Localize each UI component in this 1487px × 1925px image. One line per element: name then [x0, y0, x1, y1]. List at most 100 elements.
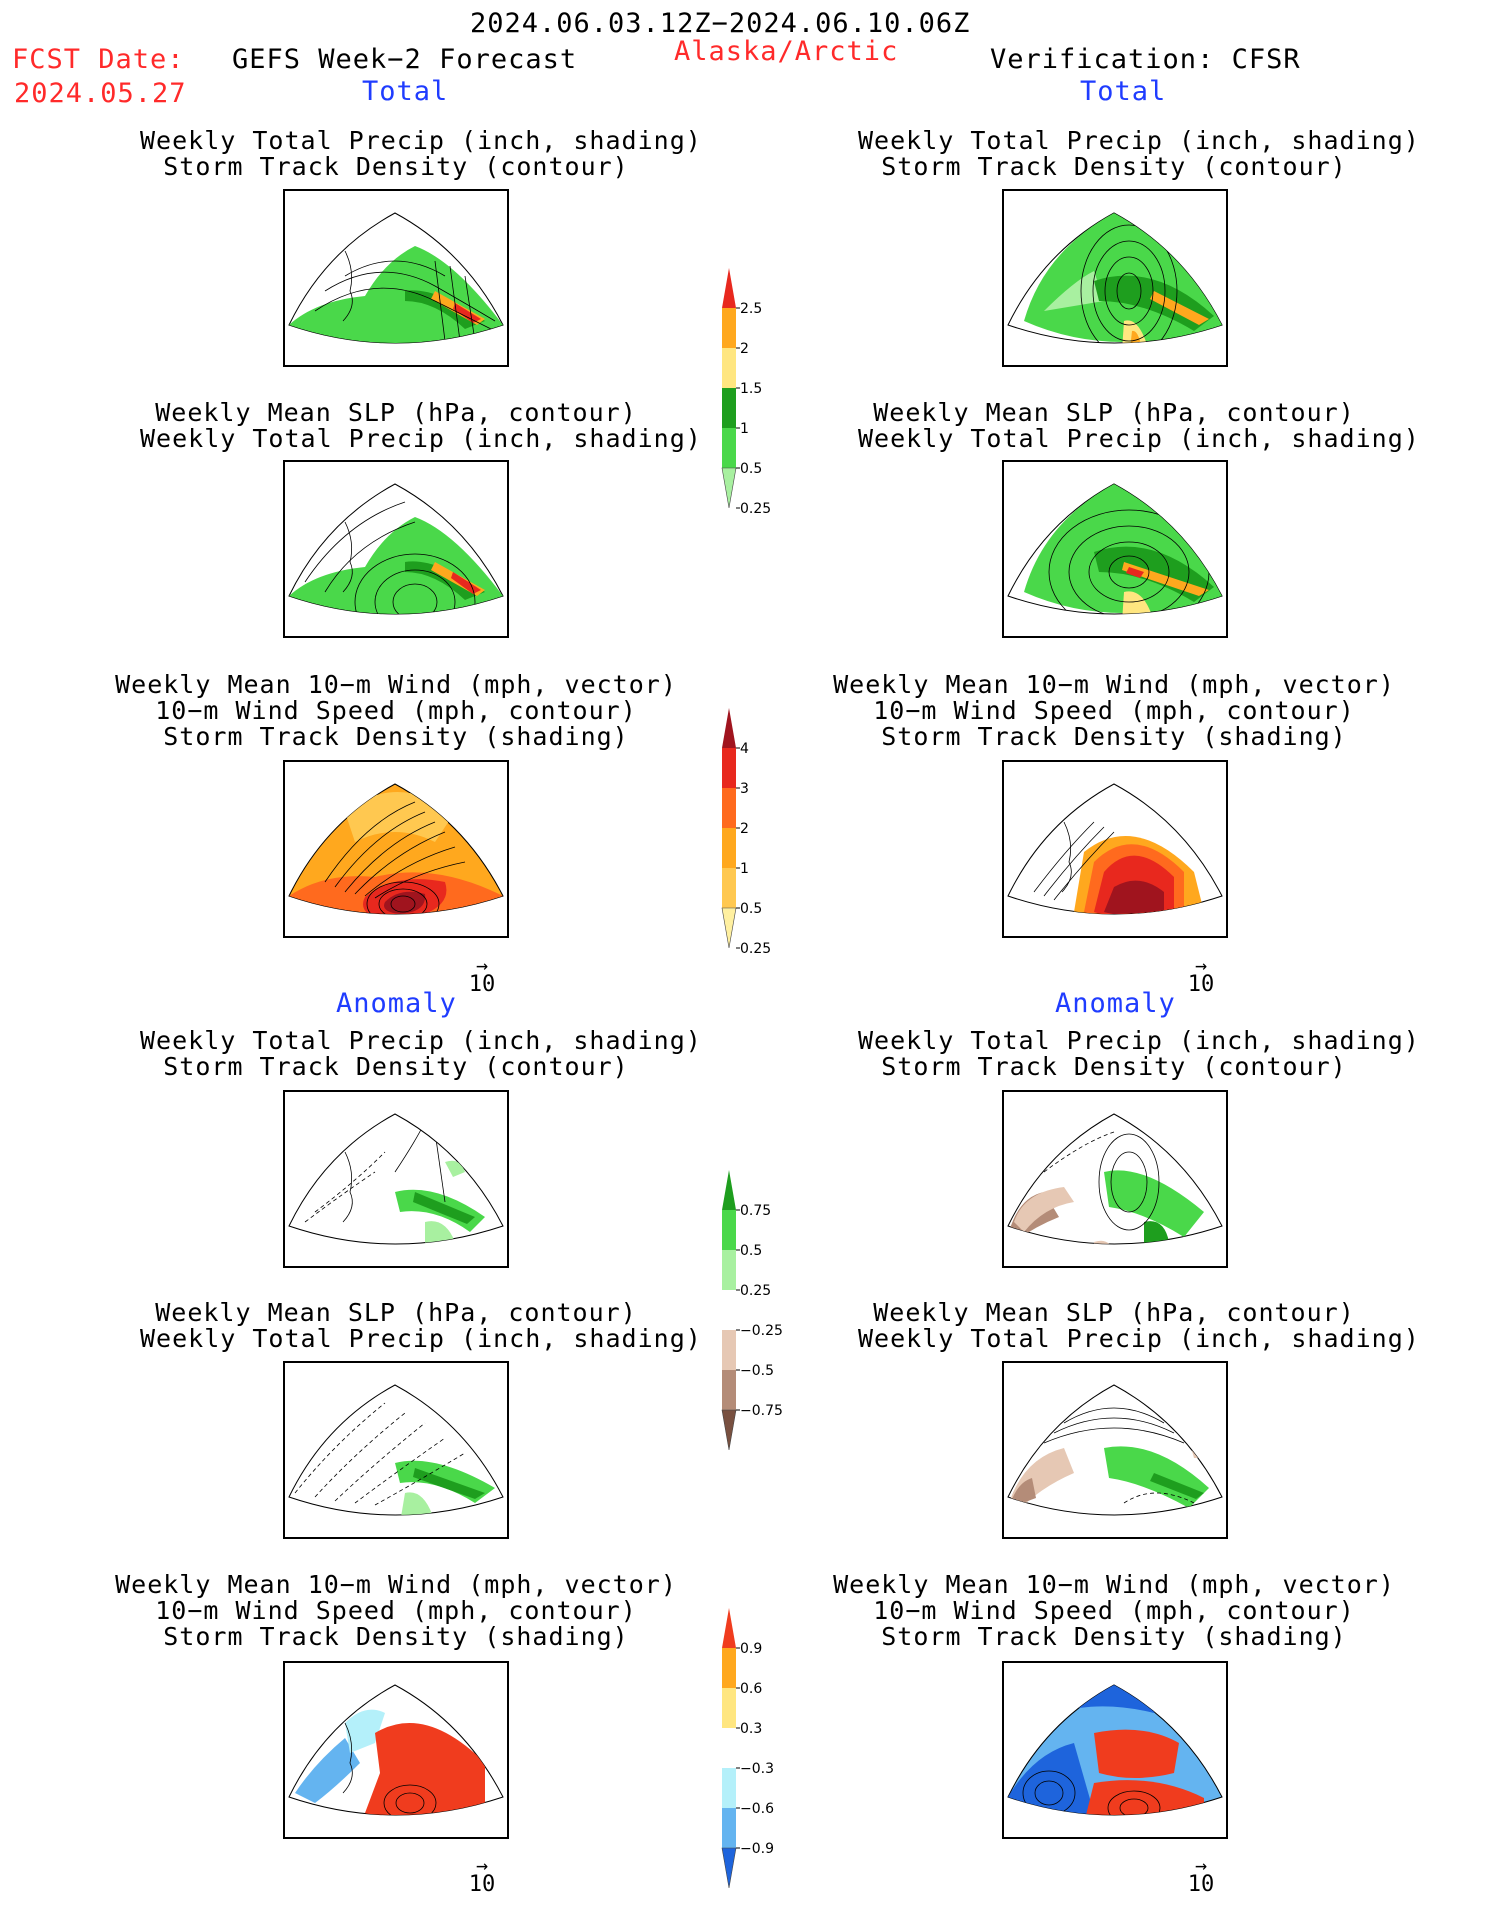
panel-title-line: Storm Track Density (contour) [881, 152, 1347, 181]
period-title: 2024.06.03.12Z−2024.06.10.06Z [470, 8, 971, 39]
fcst-date-label: FCST Date: [12, 44, 185, 75]
panel-title-r2: Weekly Mean SLP (hPa, contour) Weekly To… [858, 398, 1419, 452]
panel-title-line: Storm Track Density (shading) [163, 1622, 629, 1651]
panel-title-line: Weekly Mean SLP (hPa, contour) [873, 1298, 1355, 1327]
panel-title-line: Storm Track Density (contour) [881, 1052, 1347, 1081]
colorbar-swatch [722, 1728, 736, 1768]
colorbar-label: 0.5 [740, 461, 762, 477]
panel-title-l2: Weekly Mean SLP (hPa, contour) Weekly To… [140, 398, 702, 453]
panel-title-line: Weekly Mean 10−m Wind (mph, vector) [115, 1570, 677, 1599]
colorbar-label: 1 [740, 421, 749, 437]
panel-title-r1: Weekly Total Precip (inch, shading) Stor… [858, 126, 1420, 181]
colorbar-swatch [722, 1250, 736, 1290]
vector-ref-value: 10 [1187, 972, 1215, 997]
panel-title-line: 10−m Wind Speed (mph, contour) [873, 1596, 1355, 1625]
map-anom-wind-storm-verif [1002, 1661, 1228, 1839]
colorbar-swatch [722, 1290, 736, 1330]
region-title: Alaska/Arctic [674, 36, 899, 67]
colorbar-label: 3 [740, 781, 749, 797]
panel-title-line: Storm Track Density (contour) [163, 1052, 629, 1081]
map-anom-slp-precip-verif [1002, 1361, 1228, 1539]
colorbar-swatch [721, 1847, 737, 1889]
vector-ref-l1: → 10 [462, 955, 502, 997]
panel-title-r4: Weekly Total Precip (inch, shading) Stor… [858, 1026, 1420, 1081]
panel-title-r3: Weekly Mean 10−m Wind (mph, vector) 10−m… [818, 672, 1410, 750]
vector-ref-arrow: → [1194, 953, 1208, 977]
colorbar-swatch [722, 828, 736, 868]
panel-title-l5: Weekly Mean SLP (hPa, contour) Weekly To… [140, 1298, 702, 1353]
verification-title: Verification: CFSR [990, 44, 1301, 75]
map-total-precip-storm-verif [1002, 189, 1228, 367]
colorbar-swatch [722, 788, 736, 828]
colorbar-swatch [722, 1768, 736, 1808]
panel-title-line: Weekly Mean 10−m Wind (mph, vector) [833, 670, 1395, 699]
panel-title-line: Weekly Total Precip (inch, shading) [140, 424, 702, 453]
colorbar-label: 0.9 [740, 1641, 762, 1657]
vector-ref-r1: → 10 [1181, 953, 1221, 997]
colorbar-swatch [722, 868, 736, 908]
colorbar-swatch [721, 907, 737, 949]
panel-title-line: Storm Track Density (shading) [881, 1622, 1347, 1651]
colorbar-label: −0.9 [740, 1841, 774, 1857]
colorbar-swatch [722, 1170, 736, 1210]
panel-title-line: Weekly Total Precip (inch, shading) [140, 126, 702, 155]
colorbar-anom-precip: 0.75 0.5 0.25 −0.25 −0.5 −0.75 [721, 1170, 792, 1451]
colorbar-swatch [722, 268, 736, 308]
colorbar-label: 0.3 [740, 1721, 762, 1737]
colorbar-total-precip: 2.5 2 1.5 1 0.5 0.25 [721, 268, 792, 517]
map-anom-precip-storm-forecast [283, 1090, 509, 1268]
colorbar-label: 1.5 [740, 381, 762, 397]
vector-ref-value: 10 [468, 972, 496, 997]
colorbar-label: 0.5 [740, 1243, 762, 1259]
panel-title-line: Weekly Mean SLP (hPa, contour) [155, 398, 637, 427]
vector-ref-value: 10 [1187, 1872, 1215, 1897]
vector-ref-l2: → 10 [462, 1853, 502, 1897]
panel-title-r5: Weekly Mean SLP (hPa, contour) Weekly To… [858, 1298, 1420, 1353]
colorbar-swatch [722, 1648, 736, 1688]
colorbar-total-storm: 4 3 2 1 0.5 0.25 [721, 708, 792, 957]
colorbar-label: 0.25 [740, 1283, 771, 1299]
panel-title-line: Weekly Mean SLP (hPa, contour) [155, 1298, 637, 1327]
colorbar-label: 0.25 [740, 941, 771, 957]
colorbar-swatch [722, 388, 736, 428]
panel-title-line: 10−m Wind Speed (mph, contour) [873, 696, 1355, 725]
panel-title-l4: Weekly Total Precip (inch, shading) Stor… [140, 1028, 701, 1081]
colorbar-swatch [722, 708, 736, 748]
panel-title-line: Storm Track Density (shading) [163, 722, 629, 751]
colorbar-label: −0.25 [740, 1323, 783, 1339]
colorbar-swatch [722, 748, 736, 788]
panel-title-line: Weekly Total Precip (inch, shading) [140, 1324, 702, 1353]
vector-ref-r2: → 10 [1181, 1855, 1221, 1897]
map-slp-precip-verif [1002, 460, 1228, 638]
map-anom-slp-precip-forecast [283, 1361, 509, 1539]
panel-title-line: Weekly Mean SLP (hPa, contour) [873, 398, 1355, 427]
map-anom-wind-storm-forecast [283, 1661, 509, 1839]
colorbar-label: −0.5 [740, 1363, 774, 1379]
map-wind-storm-forecast [283, 760, 509, 938]
colorbar-swatch [722, 1808, 736, 1848]
colorbar-label: 0.25 [740, 501, 771, 517]
map-slp-precip-forecast [283, 460, 509, 638]
colorbar-anom-storm: 0.9 0.6 0.3 −0.3 −0.6 −0.9 [721, 1608, 792, 1889]
colorbar-label: 2 [740, 341, 749, 357]
product-title: GEFS Week−2 Forecast [232, 44, 578, 75]
panel-title-line: 10−m Wind Speed (mph, contour) [155, 1596, 637, 1625]
colorbar-label: −0.6 [740, 1801, 774, 1817]
panel-title-line: Weekly Total Precip (inch, shading) [858, 1324, 1420, 1353]
panel-title-line: Weekly Total Precip (inch, shading) [858, 1026, 1420, 1055]
panel-title-line: Weekly Total Precip (inch, shading) [858, 126, 1420, 155]
map-total-precip-storm-forecast [283, 189, 509, 367]
colorbar-swatch [722, 1688, 736, 1728]
colorbar-label: 4 [740, 741, 749, 757]
fcst-date-value: 2024.05.27 [14, 78, 187, 109]
colorbar-swatch [722, 1608, 736, 1648]
anomaly-label-right: Anomaly [1055, 988, 1176, 1019]
colorbar-label: −0.3 [740, 1761, 774, 1777]
colorbar-swatch [722, 308, 736, 348]
colorbar-label: 2 [740, 821, 749, 837]
colorbar-label: 2.5 [740, 301, 762, 317]
panel-title-line: 10−m Wind Speed (mph, contour) [155, 696, 637, 725]
total-label-right: Total [1080, 76, 1167, 107]
colorbar-label: 1 [740, 861, 749, 877]
vector-ref-arrow: → [475, 1853, 489, 1877]
